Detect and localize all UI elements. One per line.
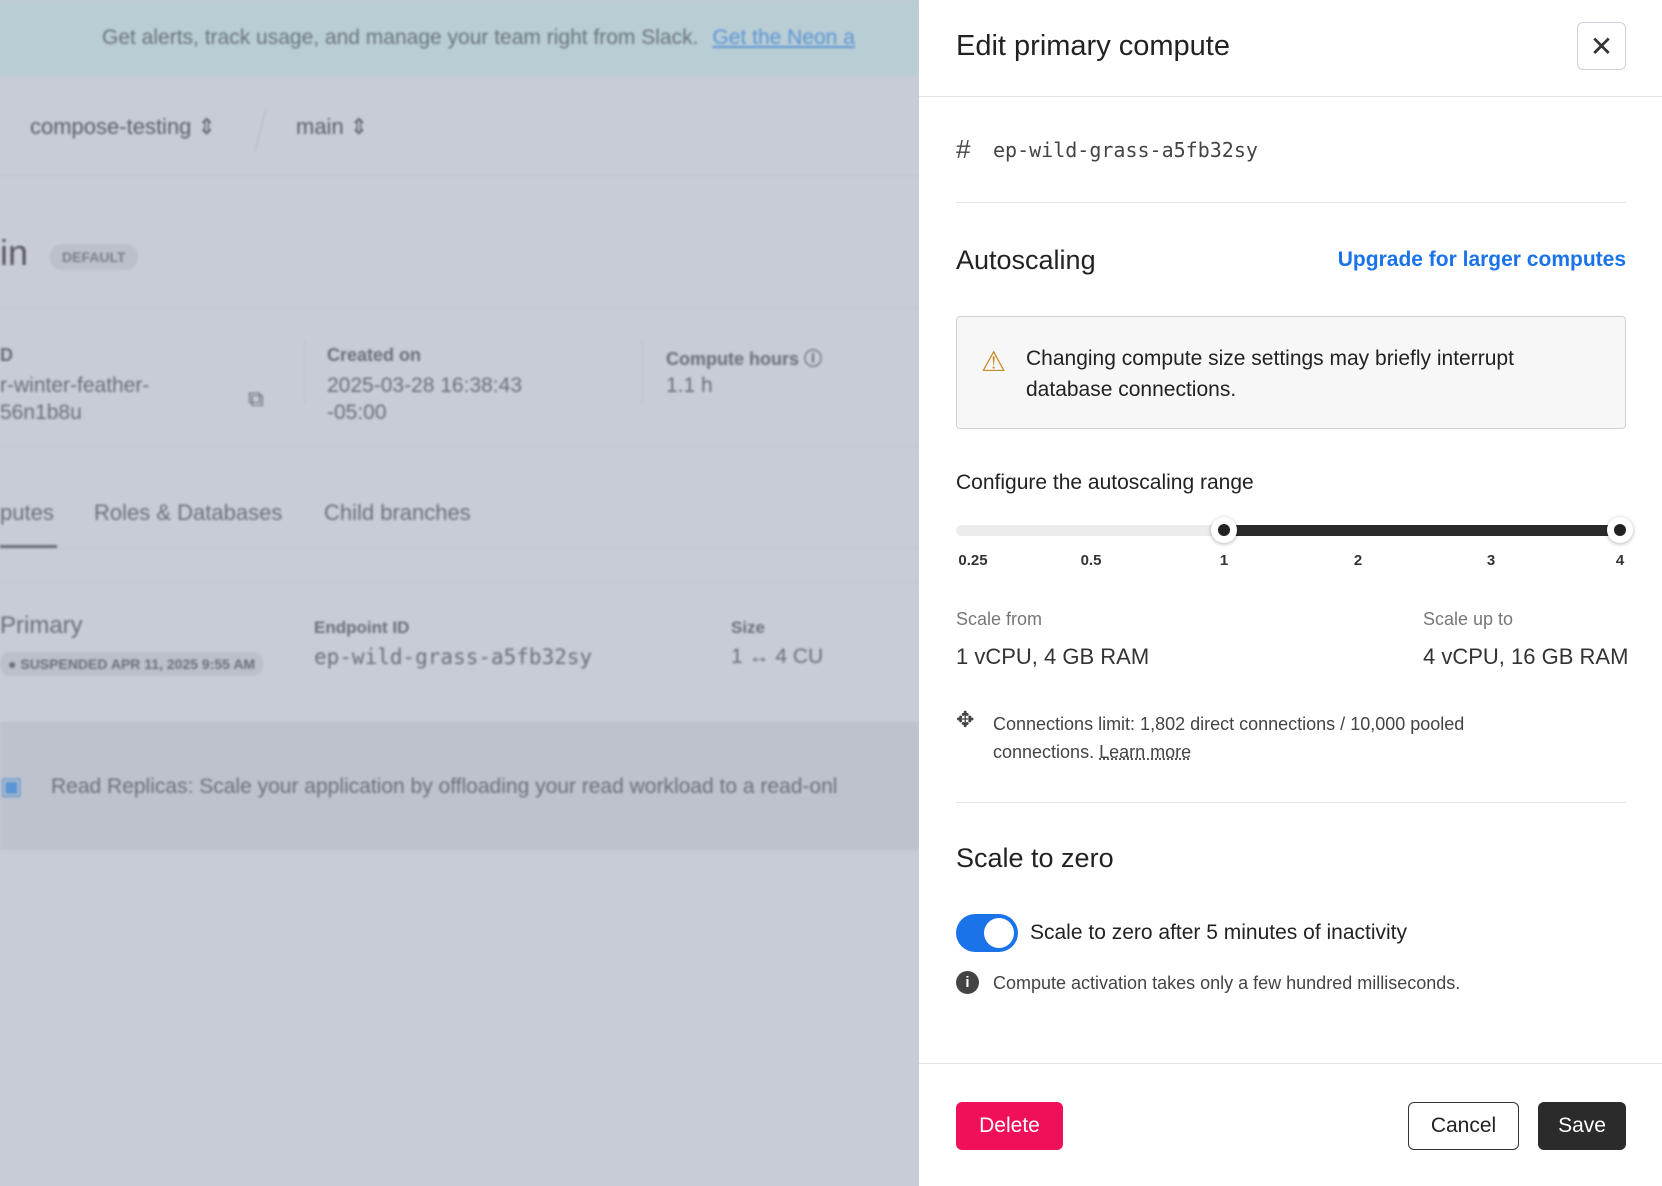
tab-computes[interactable]: putes [0,500,54,525]
info-icon: ⓘ [804,349,823,369]
close-icon: ✕ [1589,30,1614,62]
replicas-text: Read Replicas: Scale your application by… [51,775,838,798]
delete-button[interactable]: Delete [956,1102,1063,1150]
banner-link[interactable]: Get the Neon a [712,26,855,49]
scale-from-label: Scale from [956,609,1043,629]
compute-name: Primary [0,612,83,639]
learn-more-link[interactable]: Learn more [1099,742,1192,762]
warning-icon: ⚠ [981,346,1007,377]
info-icon: i [956,971,979,994]
close-button[interactable]: ✕ [1577,22,1626,70]
save-button[interactable]: Save [1538,1102,1626,1150]
panel-title: Edit primary compute [956,30,1230,62]
breadcrumb-branch[interactable]: main ⇕ [296,114,369,139]
default-badge: DEFAULT [50,244,138,270]
scale-zero-heading: Scale to zero [956,843,1114,873]
tick-label: 0.25 [958,552,988,569]
warning-text: Changing compute size settings may brief… [1026,347,1514,401]
created-value: 2025-03-28 16:38:43 [327,374,522,397]
tab-roles-databases[interactable]: Roles & Databases [94,500,283,525]
status-badge: ● SUSPENDED APR 11, 2025 9:55 AM [0,652,264,676]
banner-text: Get alerts, track usage, and manage your… [102,26,699,49]
slack-banner: Get alerts, track usage, and manage your… [0,0,919,76]
cancel-button[interactable]: Cancel [1408,1102,1519,1150]
copy-icon[interactable]: ⧉ [248,386,264,411]
endpoint-id: ep-wild-grass-a5fb32sy [993,138,1258,162]
warning-box: ⚠ Changing compute size settings may bri… [956,316,1626,429]
compute-hours-value: 1.1 h [666,374,713,397]
replica-icon: ▣ [0,773,23,800]
hash-icon: # [956,134,971,164]
scale-zero-toggle[interactable] [956,914,1018,952]
tick-label: 2 [1353,552,1363,569]
created-label: Created on [327,345,422,365]
edit-compute-panel: Edit primary compute ✕ # ep-wild-grass-a… [919,0,1662,1186]
breadcrumb-project[interactable]: compose-testing ⇕ [30,114,216,139]
endpoint-label: Endpoint ID [314,618,410,637]
branch-title: in [0,232,29,273]
tick-label: 1 [1219,552,1229,569]
tick-label: 3 [1486,552,1496,569]
scale-zero-label: Scale to zero after 5 minutes of inactiv… [1030,921,1408,944]
size-value: 1 ↔ 4 CU [731,645,824,668]
id-label: D [0,345,13,365]
endpoint-value: ep-wild-grass-a5fb32sy [314,645,593,669]
id-value-2: 56n1b8u [0,401,82,424]
slider-min-thumb[interactable] [1211,517,1237,543]
range-label: Configure the autoscaling range [956,471,1254,494]
slider-range [1224,525,1620,536]
scale-up-label: Scale up to [1423,609,1514,629]
slider-max-thumb[interactable] [1607,517,1633,543]
created-value-2: -05:00 [327,401,387,424]
tab-child-branches[interactable]: Child branches [324,500,471,525]
size-label: Size [731,618,766,637]
background-page: Get alerts, track usage, and manage your… [0,0,919,800]
scale-up-value: 4 vCPU, 16 GB RAM [1423,644,1629,669]
info-text: Compute activation takes only a few hund… [993,973,1461,993]
tick-label: 0.5 [1080,552,1102,569]
id-value: r-winter-feather- [0,374,150,397]
autoscaling-heading: Autoscaling [956,245,1096,275]
connections-icon: ✥ [956,707,975,732]
upgrade-link[interactable]: Upgrade for larger computes [1337,248,1626,271]
scale-from-value: 1 vCPU, 4 GB RAM [956,644,1150,669]
connections-text: Connections limit: 1,802 direct connecti… [993,714,1465,762]
tick-label: 4 [1615,552,1625,569]
compute-hours-label: Compute hours [666,349,799,369]
